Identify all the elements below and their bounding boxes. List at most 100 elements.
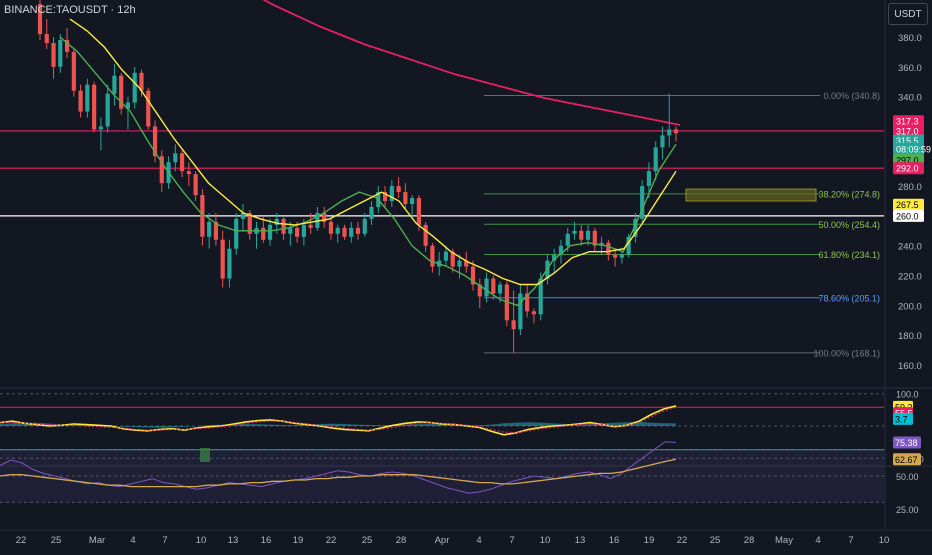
candle-body bbox=[240, 212, 246, 219]
candle-body bbox=[484, 278, 489, 297]
candle-body bbox=[457, 260, 462, 267]
y-tick-label: 220.0 bbox=[898, 272, 922, 283]
candle-body bbox=[464, 260, 469, 267]
candle-body bbox=[234, 218, 239, 249]
osc-y-tick-label: 100.0 bbox=[896, 390, 919, 400]
candle-body bbox=[491, 278, 496, 294]
osc-value-tag-bg bbox=[893, 412, 913, 425]
x-tick-label: 22 bbox=[326, 535, 337, 546]
candle-body bbox=[477, 284, 482, 297]
candle-body bbox=[423, 224, 428, 246]
price-tag-bg bbox=[893, 142, 924, 155]
candle-body bbox=[51, 42, 56, 67]
candle-body bbox=[308, 224, 313, 228]
candle-body bbox=[152, 126, 158, 157]
osc-histogram bbox=[0, 421, 676, 428]
price-tag: 317.3 bbox=[896, 117, 919, 127]
x-tick-label: 19 bbox=[644, 535, 655, 546]
currency-button[interactable]: USDT bbox=[888, 3, 928, 25]
candle-body bbox=[159, 156, 164, 184]
rsi-value-tag-bg bbox=[893, 436, 921, 449]
fib-level-label: 61.80% (234.1) bbox=[818, 250, 880, 260]
candle-body bbox=[301, 224, 306, 237]
candle-body bbox=[430, 245, 435, 267]
candle-body bbox=[572, 230, 577, 234]
osc-signal-line bbox=[0, 406, 677, 434]
x-tick-label: Mar bbox=[89, 535, 105, 546]
candle-body bbox=[565, 233, 570, 246]
candle-body bbox=[105, 93, 110, 127]
candle-body bbox=[328, 221, 334, 234]
x-tick-label: 13 bbox=[228, 535, 239, 546]
candle-body bbox=[369, 206, 374, 219]
candle-body bbox=[335, 227, 340, 234]
price-tag: 297.0 bbox=[896, 156, 919, 166]
x-tick-label: 4 bbox=[815, 535, 820, 546]
rsi-value-tag: 75.38 bbox=[895, 438, 918, 448]
candle-body bbox=[200, 195, 205, 237]
candle-body bbox=[606, 242, 611, 255]
candle-body bbox=[281, 218, 286, 234]
candle-body bbox=[653, 147, 658, 172]
fib-level-label: 38.20% (274.8) bbox=[818, 189, 880, 199]
x-tick-label: 28 bbox=[744, 535, 755, 546]
candle-body bbox=[193, 174, 198, 196]
fib-level-label: 100.00% (168.1) bbox=[813, 348, 880, 358]
x-tick-label: 7 bbox=[848, 535, 853, 546]
candle-body bbox=[410, 198, 415, 204]
candle-body bbox=[538, 278, 543, 315]
candle-body bbox=[179, 153, 185, 172]
price-tag-bg bbox=[893, 115, 924, 128]
price-tag: 292.0 bbox=[896, 164, 919, 174]
y-tick-label: 380.0 bbox=[898, 33, 922, 44]
x-tick-label: 16 bbox=[261, 535, 272, 546]
x-tick-label: 16 bbox=[609, 535, 620, 546]
fib-level-label: 0.00% (340.8) bbox=[823, 91, 880, 101]
y-tick-label: 240.0 bbox=[898, 242, 922, 253]
candle-body bbox=[274, 218, 279, 225]
fib-level-label: 50.00% (254.4) bbox=[818, 220, 880, 230]
price-tag: 317.0 bbox=[896, 126, 919, 136]
x-tick-label: Apr bbox=[435, 535, 450, 546]
candle-body bbox=[525, 293, 530, 312]
price-tag: 315.5 bbox=[896, 136, 919, 146]
candle-body bbox=[667, 129, 672, 136]
x-tick-label: 25 bbox=[362, 535, 373, 546]
candle-body bbox=[64, 39, 70, 52]
candle-body bbox=[511, 320, 516, 330]
candle-body bbox=[247, 212, 252, 234]
candle-body bbox=[450, 251, 455, 267]
price-tag: 267.5 bbox=[896, 200, 919, 210]
candle-body bbox=[599, 242, 604, 246]
candle-body bbox=[518, 293, 523, 330]
candle-body bbox=[349, 227, 354, 237]
candle-body bbox=[44, 34, 49, 43]
candle-body bbox=[322, 212, 327, 222]
ma-200-line bbox=[262, 0, 681, 126]
candle-body bbox=[267, 224, 273, 240]
y-tick-label: 160.0 bbox=[898, 361, 922, 372]
candle-body bbox=[37, 4, 43, 35]
candle-body bbox=[186, 171, 191, 175]
candle-body bbox=[626, 236, 631, 255]
rsi-value-tag-bg bbox=[893, 453, 921, 466]
osc-value-tag: 3.7 bbox=[895, 414, 908, 424]
price-tag-bg bbox=[893, 162, 924, 175]
x-tick-label: 25 bbox=[710, 535, 721, 546]
candle-body bbox=[362, 218, 367, 234]
rsi-y-tick-label: 25.00 bbox=[896, 505, 919, 515]
candle-body bbox=[633, 218, 638, 237]
price-tag-bg bbox=[893, 124, 924, 137]
candle-body bbox=[592, 230, 597, 246]
candle-body bbox=[443, 251, 449, 261]
candle-body bbox=[389, 186, 394, 201]
candle-body bbox=[78, 90, 83, 112]
candle-body bbox=[261, 227, 266, 240]
y-tick-label: 340.0 bbox=[898, 93, 922, 104]
candle-body bbox=[288, 227, 293, 234]
price-tag-bg bbox=[893, 209, 924, 222]
y-tick-label: 180.0 bbox=[898, 331, 922, 342]
y-tick-label: 280.0 bbox=[898, 182, 922, 193]
